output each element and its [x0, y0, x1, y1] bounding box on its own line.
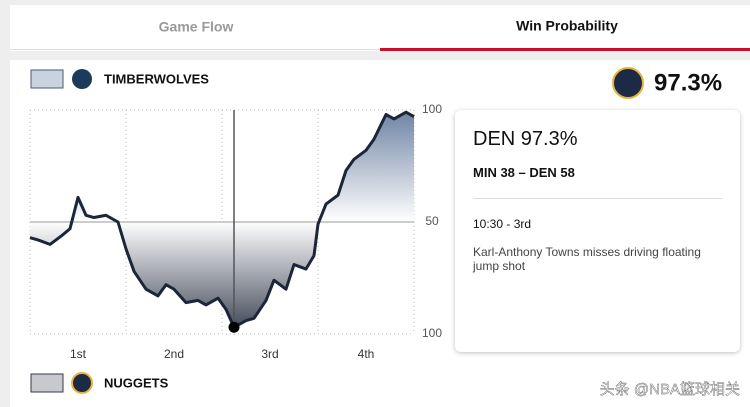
team-logo — [72, 69, 92, 89]
detail-score: MIN 38 – DEN 58 — [473, 165, 722, 199]
team-logo — [71, 372, 93, 394]
tab[interactable]: Game Flow — [159, 19, 234, 35]
x-tick-label: 2nd — [164, 347, 184, 361]
watermark: 头条 @NBA篮球相关 — [600, 380, 740, 398]
area — [30, 112, 414, 328]
y-tick-label: 50 — [425, 214, 439, 228]
y-tick-label: 100 — [422, 102, 442, 116]
team-swatch — [30, 373, 64, 393]
win-probability-line — [29, 110, 415, 329]
tab-bar — [10, 5, 750, 51]
tab[interactable]: Win Probability — [516, 18, 618, 34]
x-tick-label: 3rd — [261, 347, 278, 361]
leader-logo — [612, 67, 644, 99]
team-swatch — [30, 69, 64, 89]
x-tick-label: 1st — [70, 347, 87, 361]
detail-headline: DEN 97.3% — [473, 128, 578, 150]
tab-divider — [10, 49, 380, 50]
detail-play: Karl-Anthony Towns misses driving floati… — [473, 245, 701, 273]
detail-panel: DEN 97.3% MIN 38 – DEN 58 10:30 - 3rd Ka… — [455, 110, 740, 352]
team-name: NUGGETS — [104, 375, 169, 390]
active-tab-underline — [380, 48, 750, 51]
team-name: TIMBERWOLVES — [104, 71, 209, 86]
cursor-marker — [228, 321, 240, 333]
leader-probability: 97.3% — [654, 69, 722, 96]
y-tick-label: 100 — [422, 326, 442, 340]
detail-time: 10:30 - 3rd — [473, 217, 532, 231]
x-tick-label: 4th — [358, 347, 375, 361]
